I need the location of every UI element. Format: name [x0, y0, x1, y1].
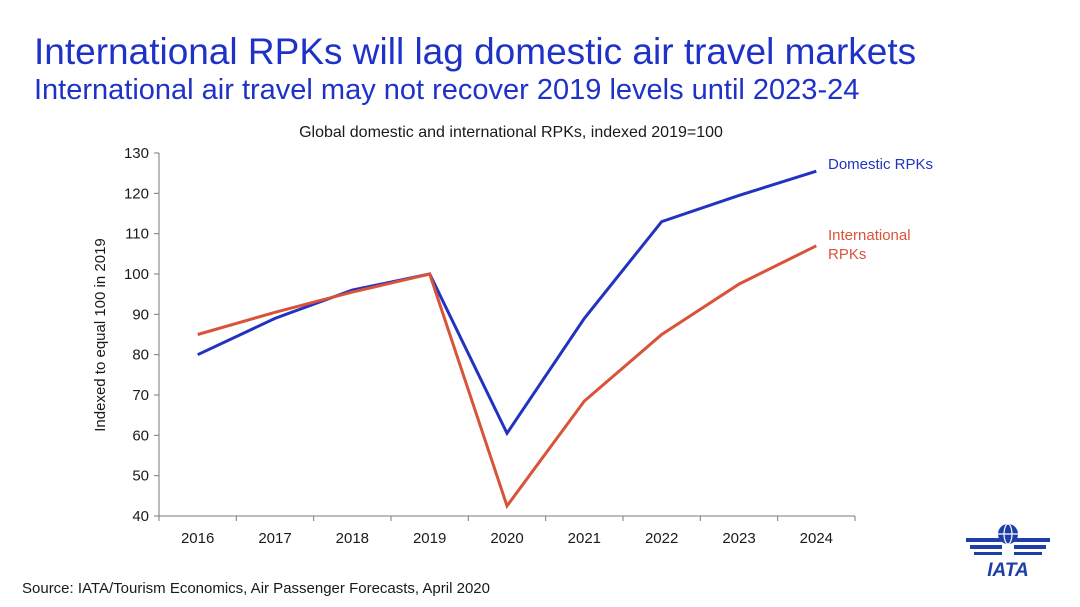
y-tick-label: 80	[132, 347, 149, 364]
x-tick-label: 2022	[645, 530, 678, 547]
series-label: International	[828, 227, 911, 244]
x-tick-label: 2017	[258, 530, 291, 547]
y-tick-label: 120	[124, 185, 149, 202]
source-note: Source: IATA/Tourism Economics, Air Pass…	[22, 580, 490, 597]
x-tick-label: 2016	[181, 530, 214, 547]
y-tick-label: 40	[132, 508, 149, 525]
x-tick-label: 2020	[490, 530, 523, 547]
y-tick-label: 70	[132, 387, 149, 404]
slide-subtitle: International air travel may not recover…	[34, 74, 860, 106]
y-tick-label: 90	[132, 306, 149, 323]
series-labels: Domestic RPKs International RPKs	[828, 156, 933, 263]
x-tick-label: 2023	[722, 530, 755, 547]
chart-title: Global domestic and international RPKs, …	[299, 124, 723, 141]
x-tick-label: 2024	[800, 530, 833, 547]
iata-logo: IATA	[966, 523, 1050, 580]
x-tick-label: 2021	[568, 530, 601, 547]
y-tick-label: 100	[124, 266, 149, 283]
x-tick-label: 2018	[336, 530, 369, 547]
y-tick-label: 110	[125, 226, 149, 243]
slide-title: International RPKs will lag domestic air…	[34, 31, 917, 72]
series-label: RPKs	[828, 246, 866, 263]
x-tick-label: 2019	[413, 530, 446, 547]
series-label: Domestic RPKs	[828, 156, 933, 173]
iata-logo-text: IATA	[987, 560, 1029, 580]
y-axis-label: Indexed to equal 100 in 2019	[92, 238, 109, 432]
series-line-domestic-rpks	[197, 169, 817, 437]
series-line-international-rpks	[197, 244, 817, 510]
axes: 40 50 60 70 80 90 100 110 120 130 2016 2017 2018 2019…	[124, 145, 856, 547]
y-tick-label: 60	[132, 427, 149, 444]
y-tick-label: 50	[132, 468, 149, 485]
series-lines	[197, 169, 817, 510]
y-tick-label: 130	[124, 145, 149, 162]
